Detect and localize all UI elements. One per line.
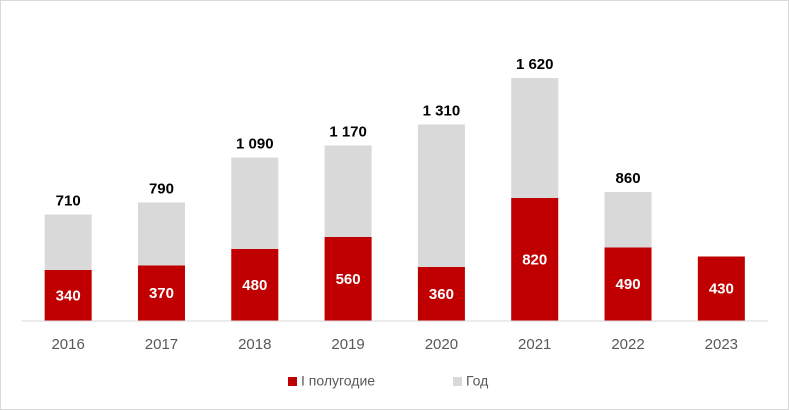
data-label: 560	[336, 271, 361, 288]
legend-swatch	[288, 377, 297, 386]
x-tick-label: 2018	[238, 336, 271, 353]
data-label: 1 310	[423, 102, 461, 119]
data-label: 1 170	[329, 123, 367, 140]
bar	[44, 270, 92, 321]
x-tick-label: 2017	[145, 336, 178, 353]
bar	[231, 249, 279, 321]
data-label: 820	[522, 251, 547, 268]
data-label: 1 090	[236, 135, 274, 152]
x-tick-label: 2019	[331, 336, 364, 353]
data-label: 710	[56, 192, 81, 209]
data-label: 490	[616, 276, 641, 293]
legend-label: Год	[466, 373, 488, 389]
data-label: 430	[709, 281, 734, 298]
data-label: 480	[242, 277, 267, 294]
data-label: 790	[149, 180, 174, 197]
data-label: 370	[149, 285, 174, 302]
x-tick-label: 2021	[518, 336, 551, 353]
bar	[324, 237, 372, 321]
bar	[511, 198, 559, 321]
data-label: 340	[56, 287, 81, 304]
data-label: 860	[616, 170, 641, 187]
legend-label: I полугодие	[301, 373, 375, 389]
data-label: 360	[429, 286, 454, 303]
x-tick-label: 2020	[425, 336, 458, 353]
legend-swatch	[453, 377, 462, 386]
bar	[697, 256, 745, 321]
bar	[604, 247, 652, 321]
x-tick-label: 2022	[611, 336, 644, 353]
x-tick-label: 2023	[705, 336, 738, 353]
data-label: 1 620	[516, 56, 554, 73]
bar	[417, 267, 465, 321]
bar	[137, 265, 185, 321]
x-tick-label: 2016	[51, 336, 84, 353]
